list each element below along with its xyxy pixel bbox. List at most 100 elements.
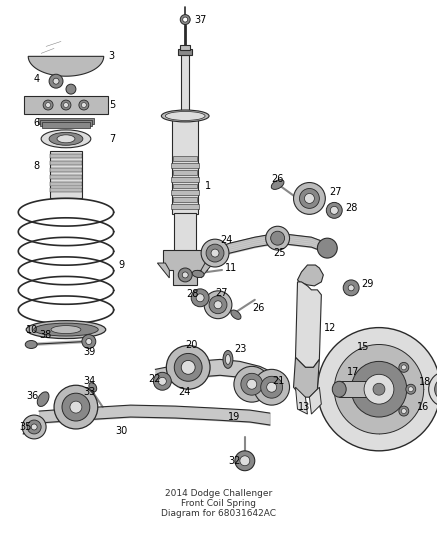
Text: 26: 26 xyxy=(272,174,284,183)
Bar xyxy=(171,190,199,196)
Circle shape xyxy=(54,385,98,429)
Text: 27: 27 xyxy=(329,188,342,197)
Circle shape xyxy=(204,291,232,319)
Polygon shape xyxy=(309,387,321,414)
Circle shape xyxy=(254,369,290,405)
Circle shape xyxy=(351,361,407,417)
Ellipse shape xyxy=(41,130,91,148)
Text: 30: 30 xyxy=(116,426,128,436)
Bar xyxy=(174,213,196,263)
Circle shape xyxy=(206,244,224,262)
Bar xyxy=(50,175,82,179)
Bar xyxy=(50,154,82,158)
Text: 20: 20 xyxy=(185,340,198,350)
Circle shape xyxy=(174,353,202,381)
Circle shape xyxy=(267,382,277,392)
Circle shape xyxy=(214,301,222,309)
Bar xyxy=(171,204,199,209)
Polygon shape xyxy=(296,282,321,367)
Circle shape xyxy=(330,206,338,214)
Text: 10: 10 xyxy=(26,325,39,335)
Text: 13: 13 xyxy=(297,402,310,412)
Text: 8: 8 xyxy=(33,160,39,171)
Ellipse shape xyxy=(231,310,241,319)
Text: 33: 33 xyxy=(83,387,95,397)
Ellipse shape xyxy=(89,383,97,392)
Ellipse shape xyxy=(226,354,230,365)
Text: 28: 28 xyxy=(186,289,198,299)
Text: 24: 24 xyxy=(220,235,233,245)
Text: 39: 39 xyxy=(83,348,95,358)
Circle shape xyxy=(271,231,285,245)
Circle shape xyxy=(182,272,188,278)
Text: 23: 23 xyxy=(234,344,246,354)
Text: 6: 6 xyxy=(33,118,39,128)
Circle shape xyxy=(234,366,270,402)
Circle shape xyxy=(183,17,188,22)
Circle shape xyxy=(348,285,354,291)
Ellipse shape xyxy=(223,351,233,368)
Circle shape xyxy=(209,296,227,314)
Circle shape xyxy=(318,238,337,258)
Text: 24: 24 xyxy=(178,387,191,397)
Text: 5: 5 xyxy=(109,100,115,110)
Polygon shape xyxy=(297,265,323,286)
Bar xyxy=(339,381,377,397)
Polygon shape xyxy=(296,387,307,414)
Bar xyxy=(181,55,189,115)
Text: 28: 28 xyxy=(345,204,357,213)
Circle shape xyxy=(49,74,63,88)
Text: 34: 34 xyxy=(83,376,95,386)
Text: 21: 21 xyxy=(273,376,285,386)
Circle shape xyxy=(240,456,250,466)
Circle shape xyxy=(434,377,438,401)
Circle shape xyxy=(235,451,255,471)
Ellipse shape xyxy=(26,321,106,338)
Bar xyxy=(178,50,192,55)
Text: 11: 11 xyxy=(225,263,237,273)
Circle shape xyxy=(201,239,229,267)
Circle shape xyxy=(241,373,263,395)
Circle shape xyxy=(304,193,314,204)
Text: 27: 27 xyxy=(215,288,227,298)
Bar xyxy=(50,182,82,185)
Text: 18: 18 xyxy=(419,377,431,387)
Text: 4: 4 xyxy=(33,74,39,84)
Polygon shape xyxy=(163,250,207,285)
Circle shape xyxy=(66,84,76,94)
Circle shape xyxy=(261,376,283,398)
Ellipse shape xyxy=(49,132,83,146)
Polygon shape xyxy=(201,263,213,278)
Ellipse shape xyxy=(165,111,205,120)
Text: 22: 22 xyxy=(148,374,161,384)
Bar xyxy=(50,160,82,165)
Ellipse shape xyxy=(79,100,89,110)
Circle shape xyxy=(159,377,166,385)
Circle shape xyxy=(53,78,59,84)
Text: 25: 25 xyxy=(274,248,286,258)
Circle shape xyxy=(401,365,406,370)
Text: 38: 38 xyxy=(39,329,51,340)
Text: 17: 17 xyxy=(347,367,360,377)
Text: 26: 26 xyxy=(252,303,264,313)
Bar xyxy=(173,169,197,175)
Bar xyxy=(24,96,108,114)
Circle shape xyxy=(406,384,416,394)
Bar xyxy=(50,151,82,198)
Text: 3: 3 xyxy=(109,51,115,61)
Circle shape xyxy=(31,424,37,430)
Text: 1: 1 xyxy=(205,181,211,190)
Ellipse shape xyxy=(64,102,68,108)
Circle shape xyxy=(82,335,96,349)
Bar xyxy=(180,45,190,51)
Text: 7: 7 xyxy=(109,134,115,144)
Text: 2014 Dodge Challenger
Front Coil Spring
Diagram for 68031642AC: 2014 Dodge Challenger Front Coil Spring … xyxy=(162,489,276,519)
Ellipse shape xyxy=(332,381,346,397)
Ellipse shape xyxy=(192,270,204,278)
Circle shape xyxy=(180,14,190,25)
Text: 37: 37 xyxy=(194,14,207,25)
Bar xyxy=(171,176,199,182)
Circle shape xyxy=(196,294,204,302)
Text: 29: 29 xyxy=(361,279,374,289)
Text: 19: 19 xyxy=(228,412,240,422)
